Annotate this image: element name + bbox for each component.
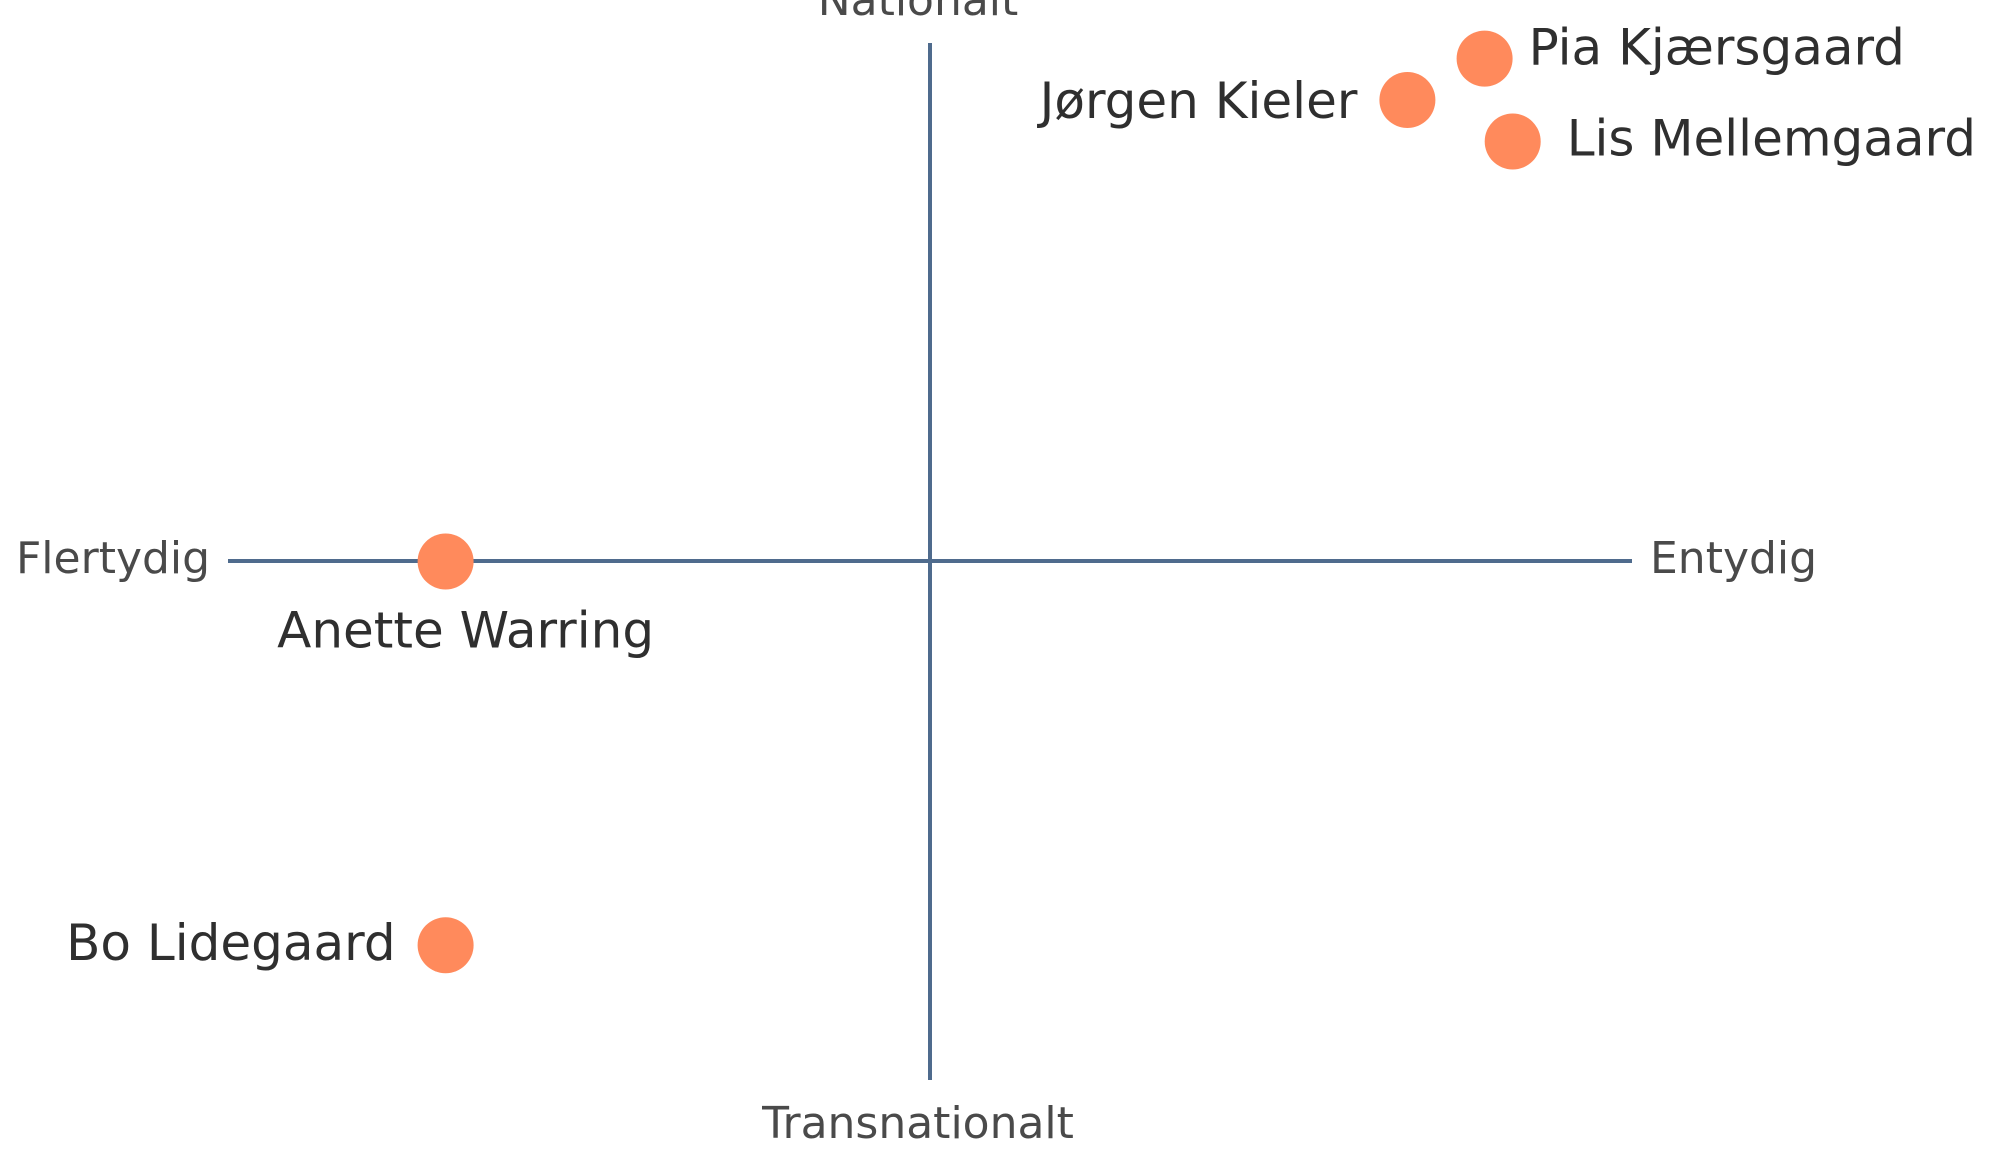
axis-label-bottom: Transnationalt <box>761 1098 1074 1149</box>
data-point <box>1484 113 1541 170</box>
points-layer: Pia Kjærsgaard Jørgen Kieler Lis Mellemgaa… <box>66 19 1976 974</box>
data-point-label: Pia Kjærsgaard <box>1529 19 1905 77</box>
data-point <box>417 917 474 974</box>
data-point-label: Lis Mellemgaard <box>1567 110 1976 168</box>
data-point <box>1456 30 1513 87</box>
data-point <box>1379 72 1436 128</box>
axis-label-left: Flertydig <box>16 533 210 584</box>
axis-label-top: Nationalt <box>818 0 1019 26</box>
axis-label-right: Entydig <box>1650 533 1817 584</box>
data-point-label: Anette Warring <box>277 602 654 660</box>
data-point-label: Bo Lidegaard <box>66 914 395 972</box>
data-point <box>417 533 474 590</box>
data-point-label: Jørgen Kieler <box>1037 72 1358 130</box>
